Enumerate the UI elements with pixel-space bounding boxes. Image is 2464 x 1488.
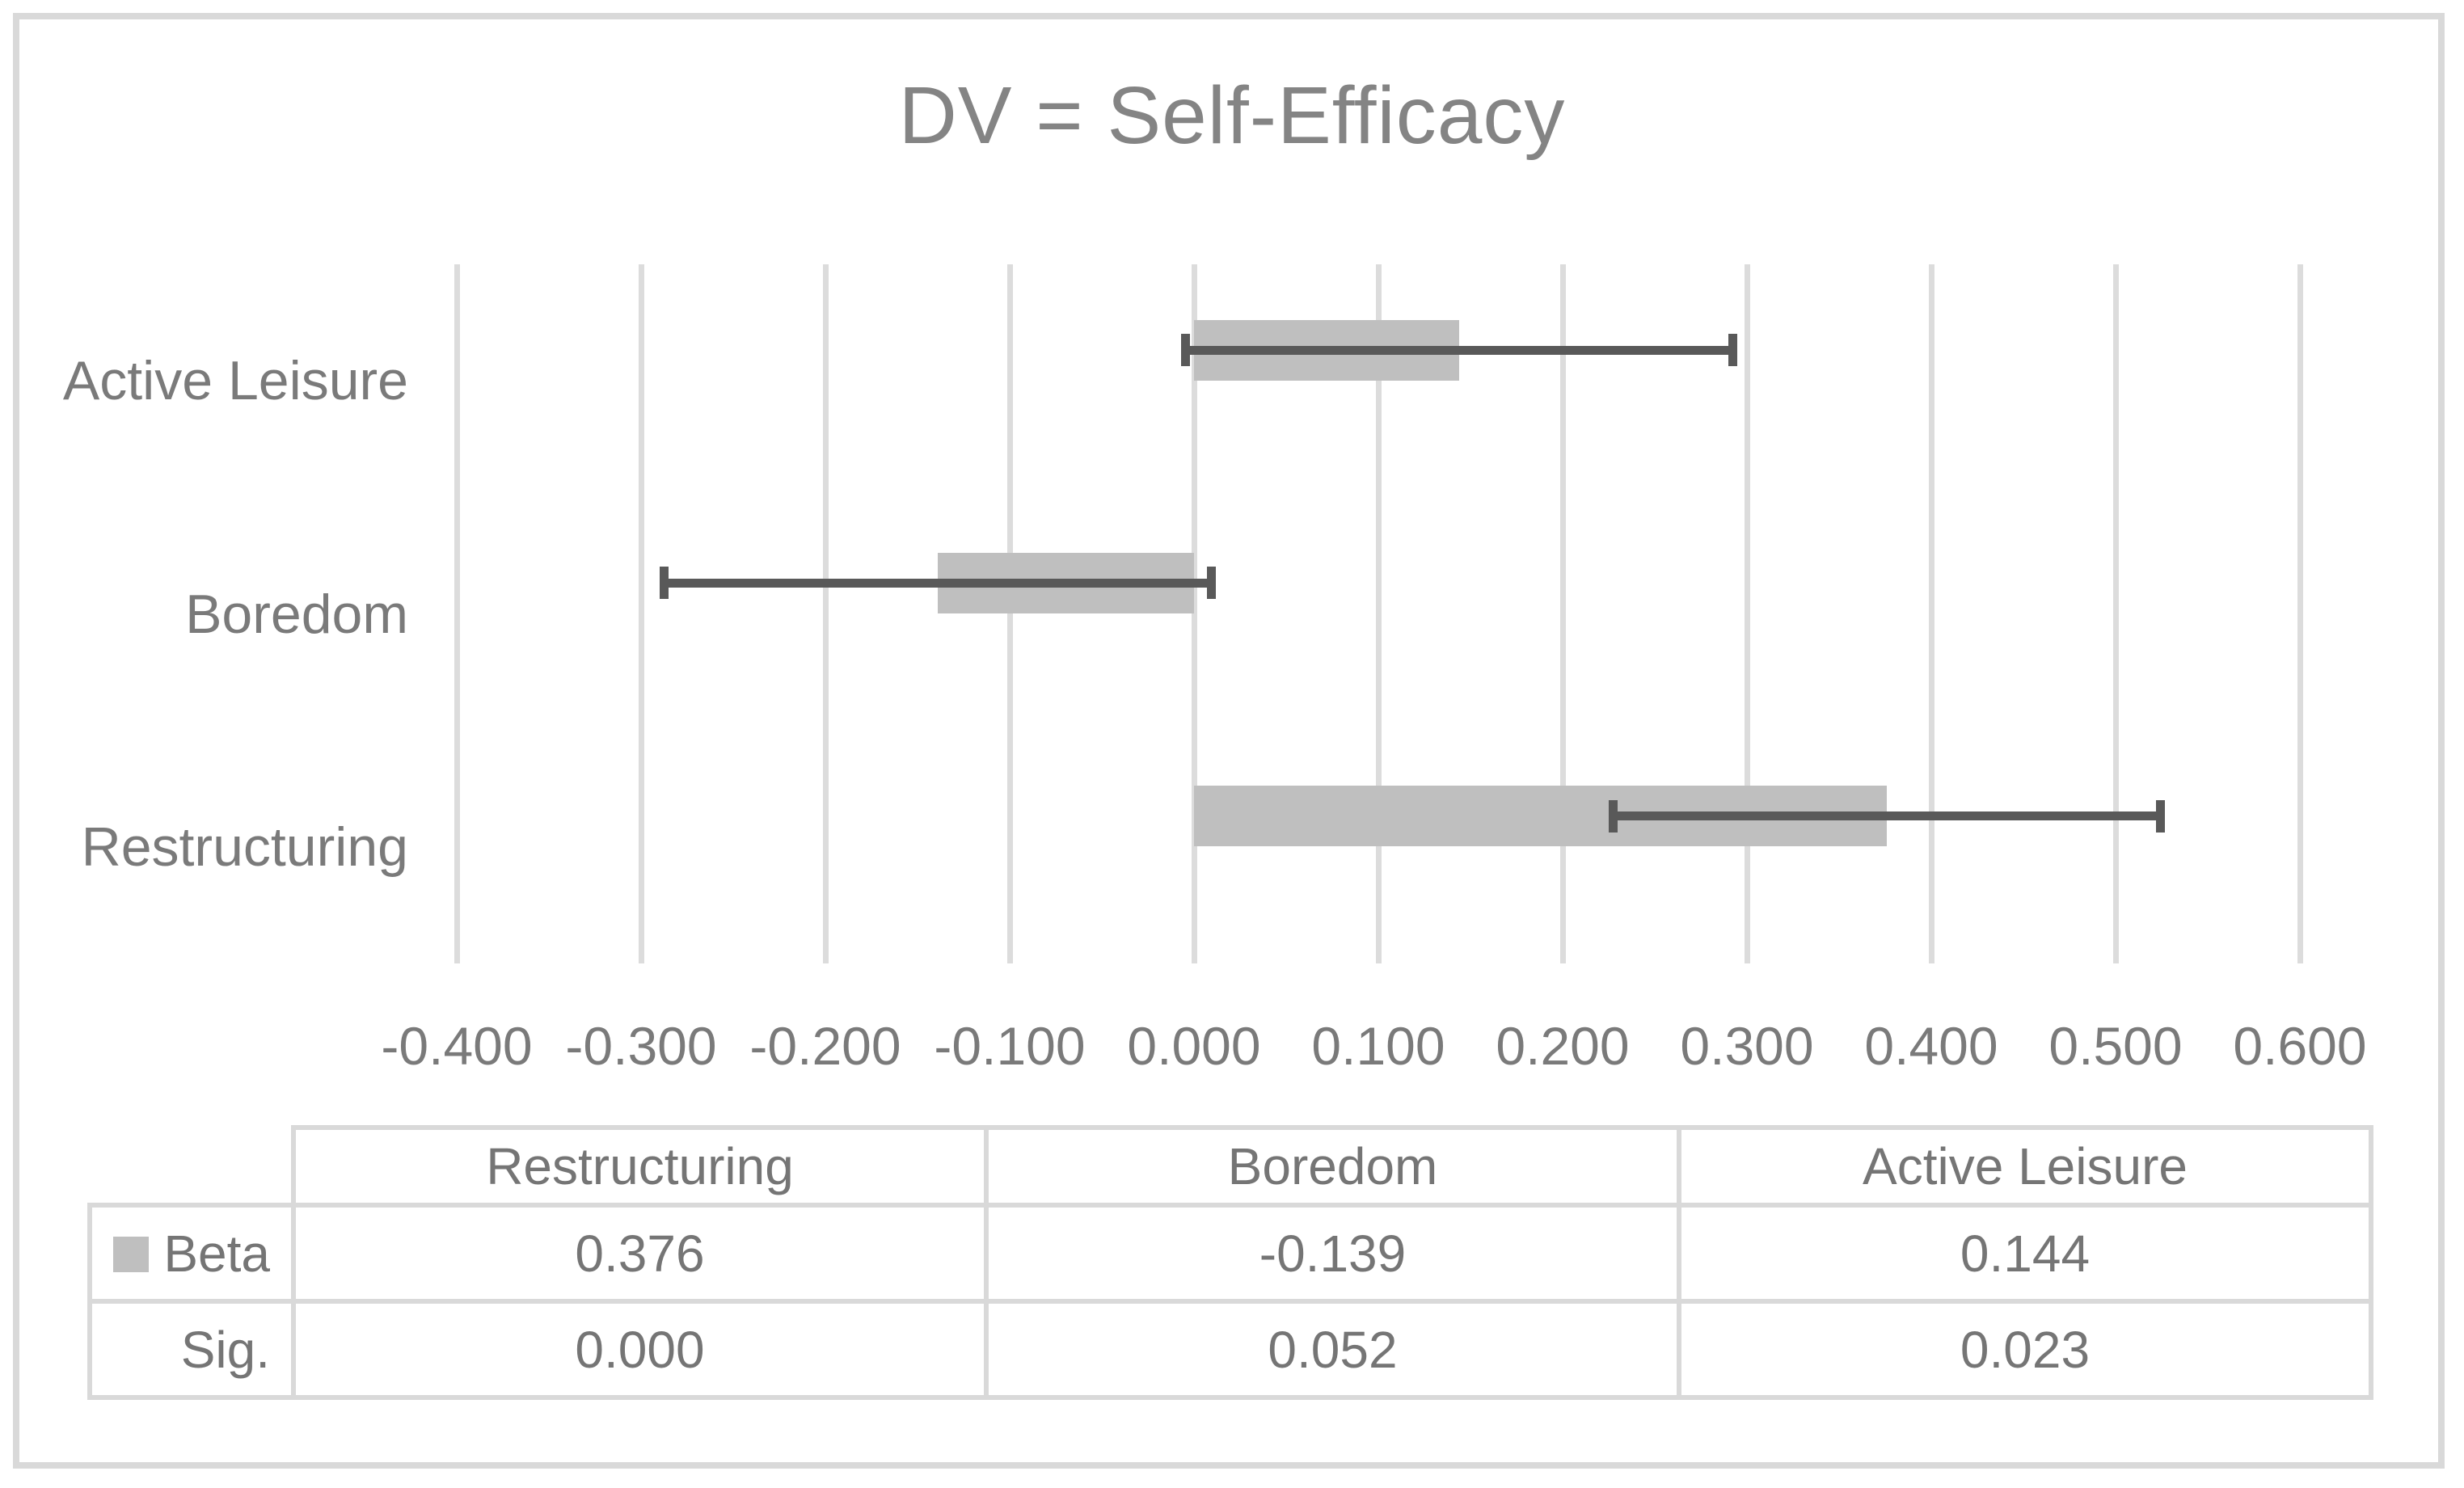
beta-boredom-value: -0.139 [984, 1203, 1681, 1304]
error-cap-low-active-leisure [1181, 334, 1191, 366]
sig-active-leisure-value: 0.023 [1677, 1299, 2373, 1400]
gridline [638, 264, 644, 963]
gridline [2112, 264, 2119, 963]
category-label-restructuring: Restructuring [81, 816, 408, 878]
x-tick-label: 0.100 [1311, 1016, 1445, 1076]
gridline [1191, 264, 1197, 963]
gridline [1006, 264, 1013, 963]
sig-row-label-text: Sig. [180, 1320, 270, 1379]
table-header-active-leisure: Active Leisure [1677, 1125, 2373, 1208]
x-tick-label: 0.200 [1496, 1016, 1630, 1076]
error-cap-low-restructuring [1609, 799, 1618, 833]
error-cap-high-restructuring [2156, 799, 2166, 833]
table-header-row: Restructuring Boredom Active Leisure [90, 1125, 2373, 1208]
data-table: Restructuring Boredom Active Leisure Bet… [87, 1125, 2373, 1400]
sig-restructuring-value: 0.000 [291, 1299, 989, 1400]
x-tick-label: 0.600 [2233, 1016, 2367, 1076]
x-tick-label: -0.100 [934, 1016, 1086, 1076]
error-bar-active-leisure [1185, 345, 1733, 355]
sig-boredom-value: 0.052 [984, 1299, 1681, 1400]
table-row-sig: Sig. 0.000 0.052 0.023 [87, 1299, 2373, 1400]
chart-title: DV = Self-Efficacy [898, 70, 1566, 161]
table-corner-cell [90, 1128, 293, 1205]
x-tick-label: 0.400 [1864, 1016, 1998, 1076]
table-header-restructuring: Restructuring [291, 1125, 989, 1208]
sig-row-label: Sig. [87, 1299, 296, 1400]
gridline [454, 264, 460, 963]
table-row-beta: Beta 0.376 -0.139 0.144 [87, 1203, 2373, 1304]
beta-restructuring-value: 0.376 [291, 1203, 989, 1304]
category-label-boredom: Boredom [185, 583, 408, 645]
x-tick-label: 0.300 [1680, 1016, 1814, 1076]
gridline [2297, 264, 2303, 963]
gridline [822, 264, 829, 963]
x-tick-label: 0.500 [2048, 1016, 2183, 1076]
gridline [1928, 264, 1934, 963]
gridline [1375, 264, 1382, 963]
table-header-boredom: Boredom [984, 1125, 1681, 1208]
error-cap-high-boredom [1207, 567, 1217, 600]
gridline [1744, 264, 1750, 963]
x-tick-label: -0.300 [565, 1016, 717, 1076]
beta-active-leisure-value: 0.144 [1677, 1203, 2373, 1304]
x-tick-label: 0.000 [1127, 1016, 1261, 1076]
beta-row-label: Beta [87, 1203, 296, 1304]
gridline [1559, 264, 1566, 963]
error-cap-low-boredom [660, 567, 669, 600]
error-bar-boredom [664, 578, 1212, 588]
error-cap-high-active-leisure [1728, 334, 1738, 366]
beta-row-label-text: Beta [163, 1224, 270, 1283]
x-tick-label: -0.400 [381, 1016, 533, 1076]
x-tick-label: -0.200 [749, 1016, 901, 1076]
category-label-active-leisure: Active Leisure [62, 350, 408, 412]
beta-series-legend-key-icon [113, 1236, 150, 1272]
error-bar-restructuring [1613, 811, 2161, 821]
